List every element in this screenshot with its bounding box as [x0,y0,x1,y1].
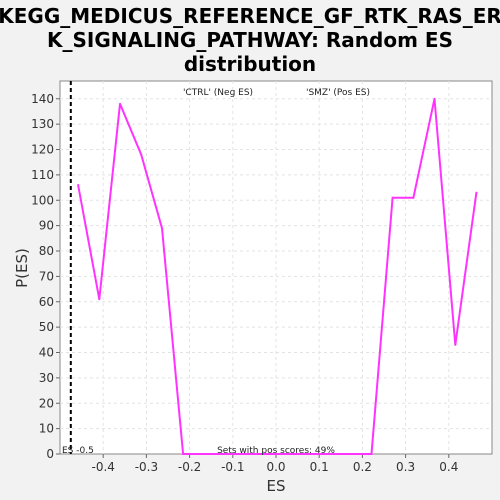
series-point [349,453,352,455]
x-tick-label: -0.4 [91,460,114,474]
chart-title-line-1: KEGG_MEDICUS_REFERENCE_GF_RTK_RAS_ER [0,4,500,28]
x-tick-label: -0.2 [178,460,201,474]
series-point [265,453,268,455]
y-tick-label: 140 [31,92,54,106]
y-tick-label: 120 [31,143,54,157]
series-point [77,184,80,187]
series-point [475,191,478,194]
x-tick-label: 0.2 [353,460,372,474]
y-tick-label: 30 [39,371,54,385]
series-point [98,298,101,301]
series-point [412,196,415,199]
pos-es-label: 'SMZ' (Pos ES) [306,88,370,98]
y-tick-label: 100 [31,193,54,207]
x-tick-label: 0.3 [396,460,415,474]
x-tick-label: -0.3 [135,460,158,474]
y-tick-label: 50 [39,320,54,334]
series-point [182,453,185,455]
x-axis-label: ES [267,477,286,495]
series-point [307,453,310,455]
series-line [77,98,478,455]
chart-title-line-2: K_SIGNALING_PATHWAY: Random ES [47,28,453,52]
neg-es-label: 'CTRL' (Neg ES) [183,88,253,98]
y-tick-label: 0 [46,447,54,461]
y-axis-label: P(ES) [13,248,31,288]
y-tick-label: 130 [31,117,54,131]
y-tick-label: 40 [39,346,54,360]
x-tick-label: 0.1 [310,460,329,474]
series-point [160,227,163,230]
series-point [119,102,122,105]
series-points [77,97,478,455]
x-tick-label: 0.4 [439,460,458,474]
series-point [244,453,247,455]
series-point [391,196,394,199]
x-tick-label: -0.1 [221,460,244,474]
chart-title-line-3: distribution [184,52,316,76]
series-point [140,153,143,156]
y-tick-label: 110 [31,168,54,182]
y-tick-label: 80 [39,244,54,258]
es-threshold-label: ES -0.5 [62,446,94,456]
y-tick-label: 70 [39,269,54,283]
series-point [328,453,331,455]
x-tick-label: 0.0 [266,460,285,474]
series-point [454,343,457,346]
pos-score-note: Sets with pos scores: 49% [217,446,335,456]
axes: 0 10 20 30 40 50 60 70 80 90 100 110 120 130 140 -0.4 -0… [31,92,458,474]
series-point [202,453,205,455]
series-point [370,453,373,455]
y-tick-label: 60 [39,295,54,309]
series-point [433,97,436,100]
y-tick-label: 90 [39,219,54,233]
y-tick-label: 10 [39,422,54,436]
y-tick-label: 20 [39,396,54,410]
grid [60,81,492,454]
series-point [224,453,227,455]
series-point [286,453,289,455]
